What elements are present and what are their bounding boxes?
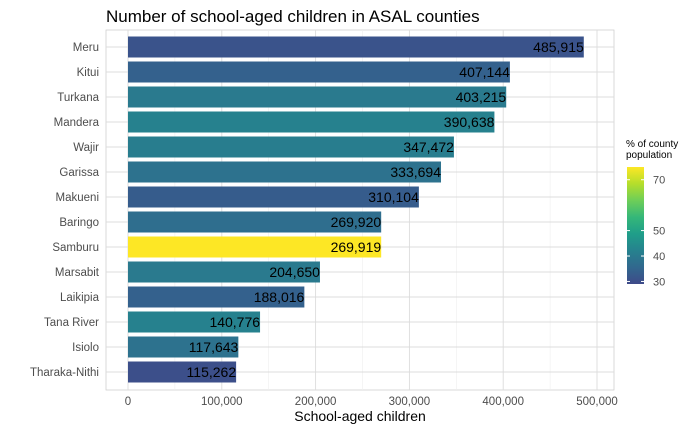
colorbar-title: % of county <box>626 139 678 150</box>
bar-value-label: 403,215 <box>456 89 507 105</box>
bar-value-label: 333,694 <box>390 164 441 180</box>
category-label: Samburu <box>52 242 99 254</box>
bar[interactable] <box>128 261 320 283</box>
bar[interactable] <box>128 61 510 83</box>
colorbar-tick-label: 30 <box>653 276 665 288</box>
bar-value-label: 407,144 <box>459 64 510 80</box>
colorbar-tick-label: 70 <box>653 175 665 187</box>
bar[interactable] <box>128 286 305 308</box>
bar[interactable] <box>128 186 419 208</box>
bar-value-label: 269,920 <box>331 214 382 230</box>
bars <box>128 36 584 383</box>
bar-value-label: 485,915 <box>533 39 584 55</box>
category-label: Makueni <box>56 192 99 204</box>
bar[interactable] <box>128 36 584 58</box>
bar[interactable] <box>128 111 495 133</box>
category-label: Tharaka-Nithi <box>30 367 99 379</box>
bar-value-label: 347,472 <box>403 139 454 155</box>
bar[interactable] <box>128 311 261 333</box>
category-label: Meru <box>73 42 99 54</box>
category-label: Marsabit <box>55 267 100 279</box>
colorbar-tick-label: 40 <box>653 251 665 263</box>
bar[interactable] <box>128 336 239 358</box>
x-tick-labels: 0 100,000 200,000 300,000 400,000 500,000 <box>125 396 618 408</box>
x-tick-label: 200,000 <box>295 396 337 408</box>
x-tick-label: 300,000 <box>389 396 431 408</box>
bar-value-label: 115,262 <box>187 364 237 380</box>
value-labels: 485,915 407,144 403,215 390,638 347,472 333,6… <box>187 39 584 380</box>
bar-value-label: 117,643 <box>189 339 239 355</box>
chart-title: Number of school-aged children in ASAL c… <box>106 7 480 26</box>
category-label: Laikipia <box>60 292 100 304</box>
bar-value-label: 310,104 <box>368 189 419 205</box>
x-axis-label: School-aged children <box>294 408 426 424</box>
bar[interactable] <box>128 161 442 183</box>
bar[interactable] <box>128 211 382 233</box>
bar-value-label: 140,776 <box>209 314 260 330</box>
bar-value-label: 269,919 <box>331 239 382 255</box>
bar-value-label: 204,650 <box>269 264 320 280</box>
category-label: Kitui <box>77 67 99 79</box>
category-label: Baringo <box>59 217 99 229</box>
colorbar-bar <box>627 167 644 284</box>
plot-panel-border <box>105 29 615 391</box>
category-labels: Meru Kitui Turkana Mandera Wajir Garissa Makue… <box>30 42 100 379</box>
category-label: Tana River <box>44 317 99 329</box>
category-label: Turkana <box>57 92 99 104</box>
x-tick-label: 0 <box>125 396 131 408</box>
bar[interactable] <box>128 136 454 158</box>
bar[interactable] <box>128 86 507 108</box>
bar[interactable] <box>128 236 382 258</box>
category-label: Mandera <box>54 117 100 129</box>
category-label: Garissa <box>59 167 99 179</box>
bar-value-label: 390,638 <box>444 114 495 130</box>
colorbar-tick-label: 50 <box>653 226 665 238</box>
x-tick-label: 500,000 <box>576 396 618 408</box>
colorbar-title: population <box>626 150 672 161</box>
x-tick-label: 100,000 <box>201 396 243 408</box>
bar-value-label: 188,016 <box>254 289 305 305</box>
category-label: Wajir <box>73 142 99 154</box>
x-tick-label: 400,000 <box>482 396 524 408</box>
bar[interactable] <box>128 361 237 383</box>
category-label: Isiolo <box>72 342 99 354</box>
